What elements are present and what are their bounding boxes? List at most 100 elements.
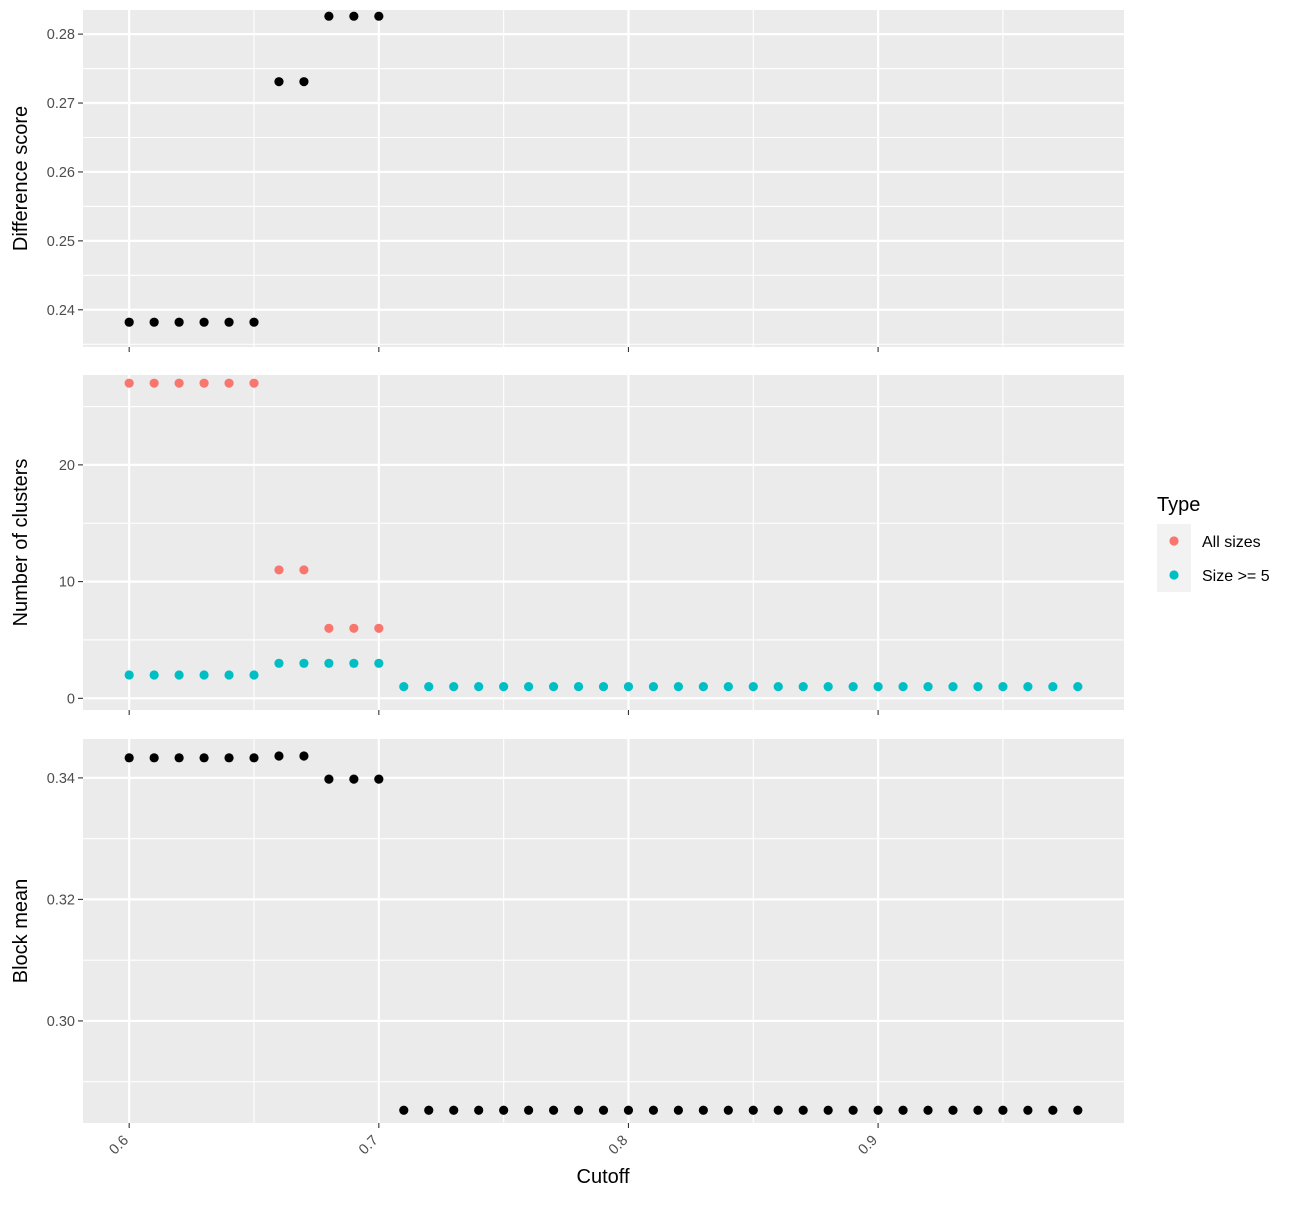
data-point [299,565,309,575]
data-point [299,751,309,761]
y-axis-title: Block mean [10,879,32,984]
data-point [149,317,159,327]
data-point [524,682,534,692]
y-tick-label: 0.30 [47,1014,75,1030]
panel-background [83,10,1124,347]
data-point [224,670,234,680]
data-point [474,1105,484,1115]
data-point [524,1105,534,1115]
y-tick-label: 10 [59,575,75,591]
data-point [748,1105,758,1115]
data-point [224,378,234,388]
data-point [873,682,883,692]
data-point [673,682,683,692]
data-point [723,1105,733,1115]
data-point [723,682,733,692]
data-point [474,682,484,692]
legend-key-all-sizes [1169,536,1179,546]
data-point [349,658,359,668]
data-point [499,1105,509,1115]
data-point [873,1105,883,1115]
data-point [374,623,384,633]
data-point [174,378,184,388]
data-point [773,1105,783,1115]
data-point [274,565,284,575]
data-point [249,753,259,763]
data-point [174,753,184,763]
x-tick-label: 0.8 [606,1133,632,1159]
x-tick-label: 0.6 [106,1133,132,1159]
data-point [424,682,434,692]
data-point [349,11,359,21]
data-point [274,77,284,87]
legend-key-size-ge-5 [1169,570,1179,580]
data-point [1048,682,1058,692]
data-point [548,1105,559,1115]
data-point [299,658,309,668]
data-point [948,1105,958,1115]
data-point [698,682,708,692]
data-point [848,1105,858,1115]
data-point [573,682,584,692]
data-point [1073,682,1083,692]
legend: Type All sizes Size >= 5 [1157,494,1270,592]
data-point [449,1105,459,1115]
data-point [424,1105,434,1115]
data-point [648,682,659,692]
y-tick-label: 0.28 [47,27,75,43]
legend-title: Type [1157,494,1200,516]
data-point [274,751,284,761]
data-point [698,1105,708,1115]
panel-background [83,375,1124,710]
data-point [124,378,134,388]
data-point [623,682,634,692]
gridlines [83,739,1124,1123]
data-point [798,1105,808,1115]
data-point [124,753,134,763]
x-tick-label: 0.7 [356,1133,382,1159]
data-point [973,1105,983,1115]
data-point [773,682,783,692]
data-point [374,774,384,784]
gridlines [83,375,1124,710]
data-point [673,1105,683,1115]
y-tick-label: 0.27 [47,96,75,112]
data-point [848,682,858,692]
data-point [249,317,259,327]
data-point [149,378,159,388]
data-point [598,1105,609,1115]
data-point [748,682,758,692]
data-point [349,623,359,633]
y-tick-label: 0.32 [47,892,75,908]
data-point [249,670,259,680]
data-point [349,774,359,784]
x-axis: 0.6 0.7 0.8 0.9 [106,1133,880,1159]
data-point [948,682,958,692]
data-point [249,378,259,388]
data-point [324,11,334,21]
data-point [199,670,209,680]
data-point [374,11,384,21]
data-point [898,1105,908,1115]
data-point [898,682,908,692]
data-point [499,682,509,692]
gridlines [83,10,1124,347]
data-point [1073,1105,1083,1115]
y-tick-label: 0.24 [47,303,75,319]
panel-2: 0 10 20 Number of clusters [10,375,1124,715]
data-point [798,682,808,692]
data-point [199,378,209,388]
data-point [149,670,159,680]
data-point [923,682,933,692]
data-point [973,682,983,692]
data-point [548,682,559,692]
data-point [1048,1105,1058,1115]
data-point [374,658,384,668]
data-point [449,682,459,692]
data-point [324,623,334,633]
y-tick-label: 0 [67,691,75,707]
panel-1: 0.24 0.25 0.26 0.27 0.28 Difference score [10,10,1124,352]
data-point [124,670,134,680]
data-point [174,670,184,680]
